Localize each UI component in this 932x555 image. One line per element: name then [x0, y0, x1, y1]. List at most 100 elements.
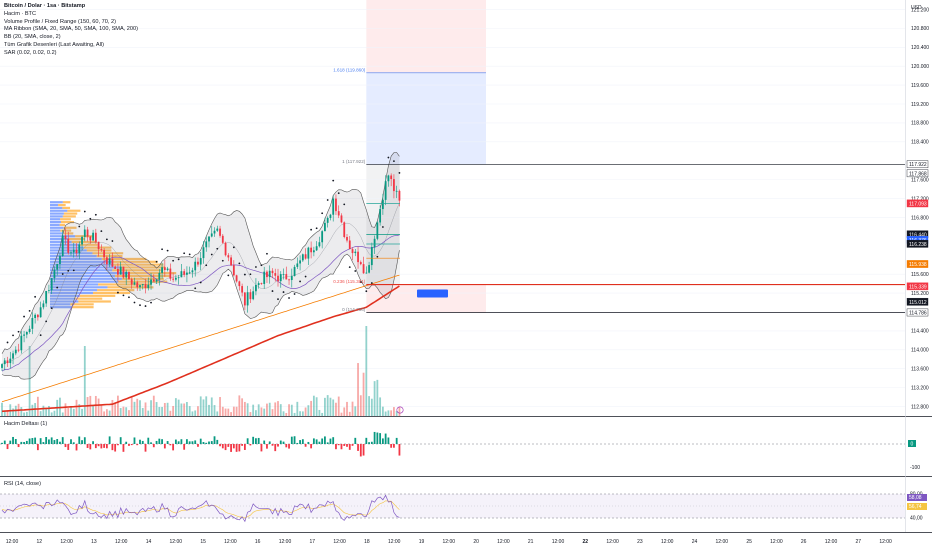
- candle-body: [324, 222, 326, 232]
- candle-body: [210, 233, 213, 237]
- delta-bar: [210, 441, 213, 444]
- rsi-badge-bg: [907, 494, 927, 501]
- sar-dot: [67, 269, 70, 272]
- volume-bar: [357, 363, 359, 416]
- volume-profile-bar-up: [50, 226, 64, 229]
- delta-badge: 0: [911, 442, 914, 448]
- candle-body: [31, 317, 34, 329]
- volume-bar: [186, 402, 188, 416]
- candle-body: [83, 229, 86, 237]
- candle-body: [50, 278, 53, 291]
- delta-bar: [390, 444, 393, 448]
- price-tick: 118.400: [911, 140, 929, 146]
- legend-line-sar[interactable]: SAR (0.02, 0.02, 0.2): [4, 49, 57, 56]
- candle-body: [279, 274, 282, 282]
- volume-bar: [155, 402, 158, 416]
- candle-body: [1, 364, 3, 368]
- volume-profile-bar-up: [50, 283, 99, 286]
- candle-body: [133, 282, 136, 285]
- volume-profile-bar-up: [50, 306, 72, 309]
- volume-bar: [398, 407, 401, 416]
- legend-line-volume[interactable]: Hacim · BTC: [4, 10, 37, 17]
- volume-profile-bar-up: [50, 289, 98, 292]
- rsi-badge: 56,74: [909, 504, 922, 510]
- time-tick: 16: [255, 539, 261, 545]
- candle-body: [390, 175, 393, 180]
- sar-dot: [133, 301, 136, 304]
- delta-bar: [312, 438, 315, 444]
- price-tick: 113.600: [911, 367, 929, 373]
- delta-bar: [243, 444, 246, 450]
- delta-bar: [133, 437, 136, 444]
- volume-profile-bar-down: [60, 220, 75, 224]
- volume-bar: [393, 407, 395, 416]
- sar-dot: [249, 273, 252, 276]
- legend-line-ma-ribbon[interactable]: MA Ribbon (SMA, 20, SMA, 50, SMA, 100, S…: [4, 26, 138, 33]
- sar-dot: [359, 281, 362, 283]
- candle-body: [282, 274, 285, 275]
- legend-line-patterns[interactable]: Tüm Grafik Desenleri (Last Awaiting, All…: [4, 41, 104, 48]
- volume-profile-bar-up: [50, 280, 119, 283]
- delta-bar: [163, 444, 166, 449]
- candle-body: [3, 360, 6, 365]
- candle-body: [213, 230, 216, 234]
- delta-bar: [108, 436, 111, 444]
- candle-body: [332, 198, 335, 215]
- delta-pane-title[interactable]: Hacim Deltası (1): [4, 421, 48, 427]
- sar-dot: [17, 330, 20, 333]
- time-tick: 17: [310, 539, 316, 545]
- candle-body: [351, 249, 354, 254]
- volume-bar: [161, 406, 163, 416]
- volume-bar: [235, 406, 238, 416]
- delta-bar: [17, 444, 20, 448]
- delta-bar: [221, 444, 224, 449]
- volume-bar: [266, 403, 268, 416]
- candle-body: [61, 235, 64, 257]
- volume-profile-bar-down: [75, 297, 103, 300]
- rsi-pane-title[interactable]: RSI (14, close): [4, 481, 41, 487]
- delta-bar: [373, 431, 376, 444]
- volume-profile-bar-up: [50, 286, 108, 289]
- volume-bar: [387, 410, 390, 416]
- candle-body: [271, 270, 274, 274]
- volume-bar: [301, 411, 304, 416]
- candle-body: [307, 247, 310, 259]
- volume-bar: [191, 411, 194, 416]
- delta-bar: [246, 438, 249, 444]
- delta-bar: [152, 444, 155, 448]
- sar-dot: [105, 238, 108, 241]
- legend-title[interactable]: Bitcoin / Dolar · 1sa · Bitstamp: [4, 3, 86, 9]
- delta-bar: [100, 444, 103, 449]
- volume-profile-bar-up: [50, 206, 63, 209]
- volume-bar: [329, 397, 332, 416]
- price-tick: 117.600: [911, 177, 929, 183]
- legend-line-volume-profile[interactable]: Volume Profile / Fixed Range (150, 60, 7…: [4, 18, 116, 25]
- delta-bar: [216, 439, 219, 444]
- target-zone-top: [366, 0, 486, 73]
- time-tick: 15: [200, 539, 206, 545]
- candle-body: [395, 190, 398, 192]
- candle-body: [379, 209, 382, 223]
- volume-profile-bar-up: [50, 238, 69, 241]
- volume-bar: [263, 408, 266, 416]
- candle-body: [97, 241, 100, 250]
- volume-bar: [293, 412, 296, 416]
- volume-profile-bar-down: [121, 277, 164, 280]
- price-tick: 112.800: [911, 404, 929, 410]
- delta-bar: [23, 442, 25, 444]
- volume-bar: [205, 396, 208, 416]
- delta-bar: [381, 438, 384, 444]
- candle-body: [249, 292, 252, 300]
- delta-bar: [61, 437, 64, 444]
- delta-bar: [94, 444, 97, 449]
- volume-bar: [224, 408, 227, 416]
- delta-bar: [150, 442, 152, 444]
- volume-bar: [213, 405, 216, 416]
- delta-bar: [351, 444, 354, 446]
- volume-bar: [169, 410, 172, 416]
- price-tick: 117.200: [911, 196, 929, 202]
- legend-line-bollinger[interactable]: BB (20, SMA, close, 2): [4, 34, 61, 41]
- volume-bar: [103, 411, 106, 416]
- sar-dot: [393, 160, 395, 163]
